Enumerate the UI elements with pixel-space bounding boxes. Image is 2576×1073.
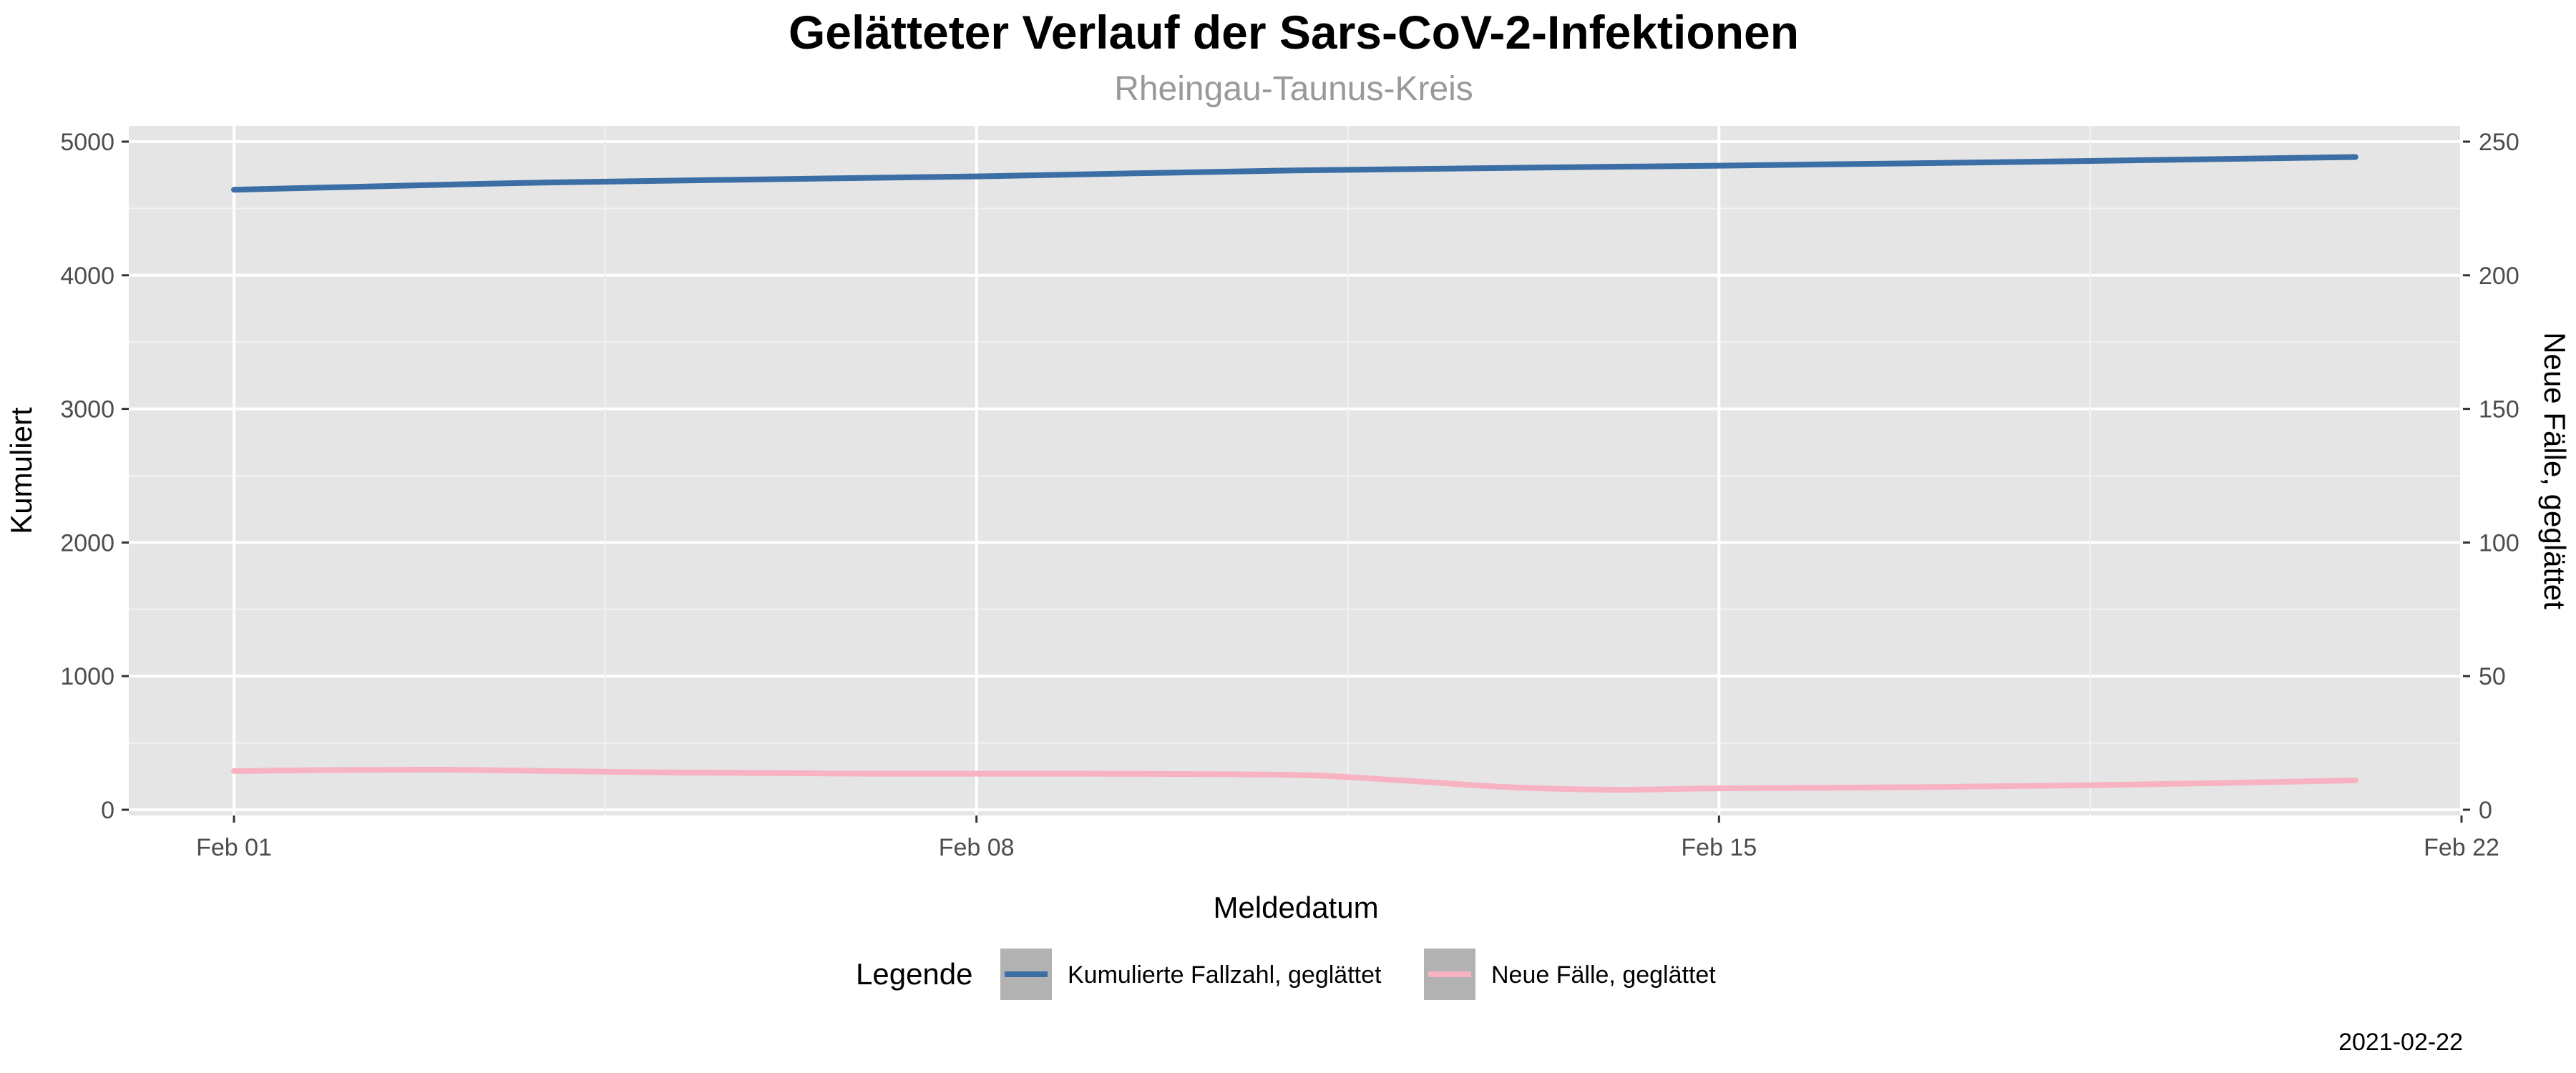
series-line-new-cases (231, 766, 2358, 793)
x-axis-title: Meldedatum (1213, 891, 1378, 924)
y-tick-label: 3000 (60, 396, 114, 423)
x-tick-label: Feb 08 (939, 834, 1015, 861)
series-layer (231, 154, 2358, 793)
y-right-tick-label: 150 (2479, 396, 2519, 423)
legend-title: Legende (856, 957, 973, 991)
series-line-cumulative (231, 154, 2358, 193)
y-right-tick-label: 250 (2479, 129, 2519, 156)
chart-subtitle: Rheingau-Taunus-Kreis (1114, 70, 1473, 108)
y-axis-right-title: Neue Fälle, geglättet (2538, 332, 2572, 609)
x-tick-label: Feb 01 (196, 834, 272, 861)
y-right-tick-label: 200 (2479, 263, 2519, 290)
caption-date: 2021-02-22 (2338, 1029, 2463, 1056)
y-tick-label: 5000 (60, 129, 114, 156)
y-tick-label: 4000 (60, 263, 114, 290)
chart-title: Gelätteter Verlauf der Sars-CoV-2-Infekt… (789, 6, 1799, 59)
grid (129, 126, 2463, 815)
y-tick-label: 0 (101, 797, 114, 824)
legend: Legende Kumulierte Fallzahl, geglättet N… (856, 949, 1716, 1000)
x-tick-label: Feb 15 (1681, 834, 1757, 861)
x-tick-label: Feb 22 (2424, 834, 2499, 861)
y-right-tick-label: 50 (2479, 663, 2506, 690)
y-right-tick-label: 100 (2479, 529, 2519, 557)
legend-label-new-cases: Neue Fälle, geglättet (1491, 961, 1716, 989)
legend-label-cumulative: Kumulierte Fallzahl, geglättet (1068, 961, 1382, 989)
y-axis-title: Kumuliert (4, 407, 38, 534)
y-tick-label: 2000 (60, 529, 114, 557)
y-right-tick-label: 0 (2479, 797, 2492, 824)
plot-panel (129, 126, 2463, 815)
y-tick-label: 1000 (60, 663, 114, 690)
axes: 0 1000 2000 3000 4000 5000 0 50 100 150 200 250 Feb … (60, 129, 2519, 861)
